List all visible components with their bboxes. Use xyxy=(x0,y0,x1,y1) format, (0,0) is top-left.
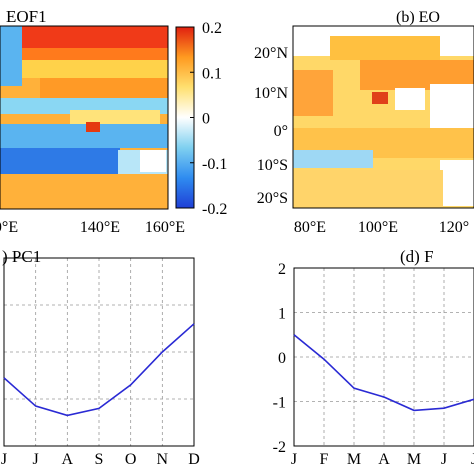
x-tick-label: F xyxy=(320,451,329,468)
panel-a-x-tick-label: 140°E xyxy=(80,219,120,236)
map-a-field xyxy=(0,26,168,209)
map-panel-b: (b) EO 20°N 10°N 0° 10°S 20°S 80°E 100°E 120° xyxy=(254,9,474,236)
panel-b-label: (b) EO xyxy=(396,9,440,26)
x-tick-label: M xyxy=(347,451,361,468)
plot-frame xyxy=(293,267,474,447)
y-tick-label: -2 xyxy=(273,439,286,456)
x-tick-label: O xyxy=(125,451,137,468)
panel-b-y-tick-label: 20°N xyxy=(254,45,288,62)
panel-b-y-tick-label: 0° xyxy=(274,123,288,140)
colorbar-tick-label: 0.2 xyxy=(202,20,222,37)
x-tick-label: A xyxy=(378,451,390,468)
x-tick-label: S xyxy=(95,451,104,468)
panel-b-x-tick-label: 100°E xyxy=(358,219,398,236)
x-tick-label: J xyxy=(33,451,39,468)
panel-b-x-tick-label: 80°E xyxy=(294,219,326,236)
x-tick-label: J xyxy=(291,451,297,468)
x-tick-label: N xyxy=(157,451,169,468)
panel-a-label: EOF1 xyxy=(6,7,47,26)
colorbar: 0.2 0.1 0 -0.1 -0.2 xyxy=(175,20,227,218)
x-tick-label: A xyxy=(62,451,74,468)
panel-b-x-tick-label: 120° xyxy=(439,219,469,236)
line-panel-c: ) PC1 J J A S O N D xyxy=(1,247,200,468)
colorbar-tick-label: 0.1 xyxy=(202,65,222,82)
panel-b-y-tick-label: 10°S xyxy=(257,157,288,174)
panel-a-x-tick-label: 0°E xyxy=(0,219,18,236)
panel-b-y-tick-label: 10°N xyxy=(254,85,288,102)
panel-a-x-tick-label: 160°E xyxy=(145,219,185,236)
line-panel-d: (d) F J F MAM J J 2 1 0 -1 -2 xyxy=(273,247,474,468)
y-tick-label: 0 xyxy=(278,350,286,367)
colorbar-tick-label: -0.2 xyxy=(202,201,227,218)
x-tick-label: J xyxy=(1,451,7,468)
series-line xyxy=(3,323,195,417)
plot-frame xyxy=(3,257,195,447)
colorbar-tick-label: 0 xyxy=(202,111,210,128)
panel-b-y-ticks: 20°N 10°N 0° 10°S 20°S xyxy=(254,45,288,207)
x-tick-label: J xyxy=(441,451,447,468)
colorbar-ticks: 0.2 0.1 0 -0.1 -0.2 xyxy=(190,20,227,218)
x-tick-label: M xyxy=(407,451,421,468)
panel-b-x-ticks: 80°E 100°E 120° xyxy=(294,219,469,236)
panel-a-x-ticks: 0°E 140°E 160°E xyxy=(0,219,185,236)
x-tick-label: J xyxy=(471,451,474,468)
y-tick-label: 1 xyxy=(278,306,286,323)
series-line xyxy=(293,334,474,412)
y-tick-label: -1 xyxy=(273,395,286,412)
map-panel-a: EOF1 0°E 140°E 160°E xyxy=(0,7,185,236)
panel-d-label: (d) F xyxy=(400,247,434,266)
panel-d-plot: J F MAM J J 2 1 0 -1 -2 xyxy=(273,261,474,468)
map-b-field xyxy=(293,26,474,208)
x-tick-label: D xyxy=(188,451,200,468)
panel-b-y-tick-label: 20°S xyxy=(257,190,288,207)
y-tick-label: 2 xyxy=(278,261,286,278)
colorbar-tick-label: -0.1 xyxy=(202,156,227,173)
panel-c-label: ) PC1 xyxy=(2,247,41,266)
